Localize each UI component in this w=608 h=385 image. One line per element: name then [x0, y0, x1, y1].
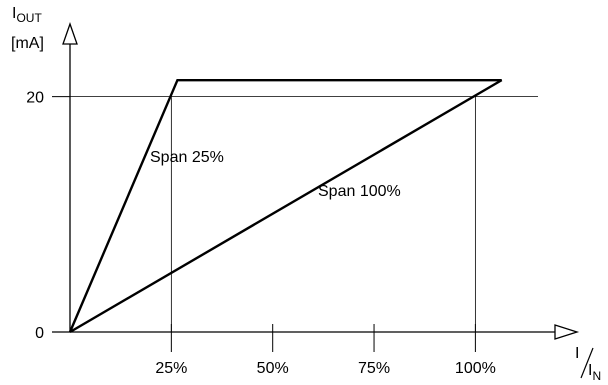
y-axis-label: IOUT [mA] — [11, 5, 44, 52]
x-tick-label: 75% — [358, 360, 390, 377]
series-labels: Span 25% Span 100% — [150, 149, 401, 200]
y-axis-label-main: I — [12, 5, 16, 22]
ticks: 25% 50% 75% 100% 0 20 — [26, 90, 496, 377]
series-line-span-25 — [68, 78, 502, 333]
svg-text:IN: IN — [588, 362, 601, 383]
x-tick-label: 25% — [155, 360, 187, 377]
y-tick-label: 20 — [26, 90, 44, 107]
x-axis-arrow — [554, 324, 580, 340]
x-axis-label-slash — [580, 347, 594, 379]
svg-text:IOUT: IOUT — [12, 5, 42, 25]
x-tick-label: 100% — [455, 360, 496, 377]
series-line-span-100 — [69, 79, 503, 334]
y-axis-unit: [mA] — [11, 35, 44, 52]
x-axis-label: I IN — [575, 345, 601, 383]
series — [68, 78, 503, 334]
axes — [52, 22, 580, 340]
x-axis-label-denominator-sub: N — [592, 369, 601, 383]
x-tick-label: 50% — [257, 360, 289, 377]
x-axis-label-denominator: I — [588, 362, 592, 379]
reference-lines — [70, 96, 538, 332]
series-label: Span 100% — [318, 183, 401, 200]
y-axis-label-sub: OUT — [16, 11, 42, 25]
x-axis-label-main: I — [575, 345, 579, 362]
series-label: Span 25% — [150, 149, 224, 166]
y-axis-arrow — [62, 22, 78, 45]
y-tick-label: 0 — [35, 325, 44, 342]
